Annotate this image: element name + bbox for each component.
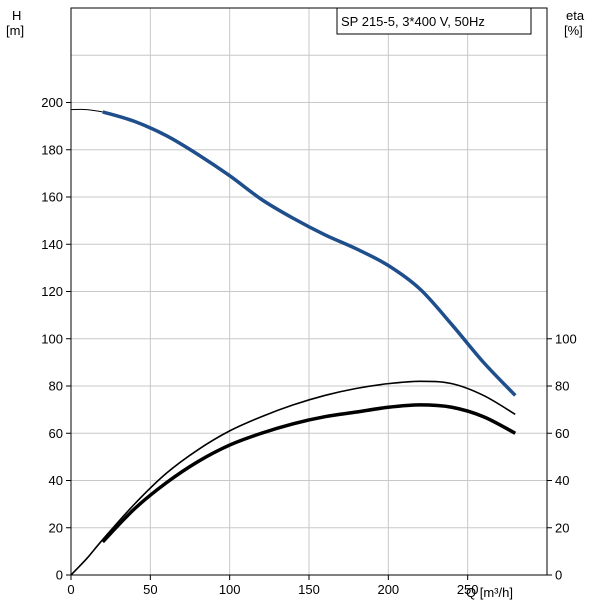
x-tick-label: 250 — [457, 582, 479, 597]
x-tick-label: 150 — [298, 582, 320, 597]
y-left-tick-label: 60 — [49, 426, 63, 441]
y-left-tick-label: 160 — [41, 190, 63, 205]
x-axis-label: Q [m³/h] — [466, 585, 513, 600]
y-left-tick-label: 100 — [41, 331, 63, 346]
y-left-tick-label: 80 — [49, 379, 63, 394]
title-box — [336, 7, 532, 35]
y-left-label-top: H — [12, 8, 21, 23]
head-curve — [102, 110, 517, 397]
y-right-label-unit: [%] — [564, 23, 583, 38]
y-right-tick-label: 40 — [555, 473, 569, 488]
x-tick-label: 200 — [377, 582, 399, 597]
y-right-label-top: eta — [566, 8, 585, 23]
y-left-tick-label: 140 — [41, 237, 63, 252]
y-right-tick-label: 80 — [555, 379, 569, 394]
y-left-tick-label: 20 — [49, 520, 63, 535]
grid-lines — [71, 8, 547, 575]
head-curve-extension — [70, 108, 103, 113]
y-left-tick-label: 40 — [49, 473, 63, 488]
axis-ticks: 0 50 100 150 200 2500204060801001201401601802… — [41, 95, 576, 597]
efficiency-curve-thick — [101, 403, 517, 544]
y-right-tick-label: 20 — [555, 520, 569, 535]
y-right-tick-label: 0 — [555, 568, 562, 583]
y-left-tick-label: 0 — [56, 568, 63, 583]
y-left-tick-label: 180 — [41, 142, 63, 157]
y-right-tick-label: 60 — [555, 426, 569, 441]
x-tick-label: 50 — [143, 582, 157, 597]
chart-title: SP 215-5, 3*400 V, 50Hz — [341, 14, 485, 29]
x-tick-label: 100 — [219, 582, 241, 597]
y-right-tick-label: 100 — [555, 331, 577, 346]
y-left-tick-label: 200 — [41, 95, 63, 110]
curves — [70, 108, 517, 576]
y-left-tick-label: 120 — [41, 284, 63, 299]
x-tick-label: 0 — [67, 582, 74, 597]
efficiency-curve-thin — [70, 380, 516, 576]
y-left-label-unit: [m] — [6, 23, 24, 38]
